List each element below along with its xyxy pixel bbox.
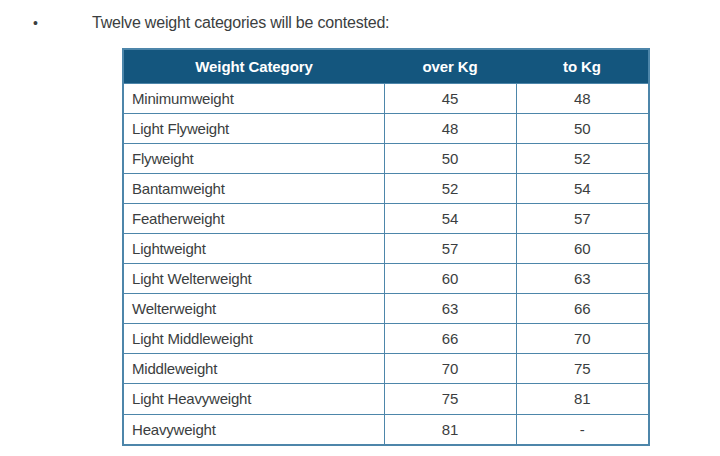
- column-header-to-kg: to Kg: [516, 49, 649, 83]
- cell-over-kg: 60: [384, 264, 516, 294]
- table-row: Minimumweight4548: [123, 83, 649, 113]
- table-row: Flyweight5052: [123, 143, 649, 173]
- cell-category: Middleweight: [123, 354, 384, 384]
- table-row: Light Welterweight6063: [123, 264, 649, 294]
- cell-over-kg: 52: [384, 173, 516, 203]
- intro-line: • Twelve weight categories will be conte…: [0, 14, 720, 34]
- column-header-weight-category: Weight Category: [123, 49, 384, 83]
- cell-over-kg: 48: [384, 113, 516, 143]
- cell-category: Flyweight: [123, 143, 384, 173]
- cell-to-kg: 54: [516, 173, 649, 203]
- table-row: Bantamweight5254: [123, 173, 649, 203]
- intro-text: Twelve weight categories will be contest…: [92, 14, 389, 32]
- table-header: Weight Categoryover Kgto Kg: [123, 49, 649, 83]
- cell-to-kg: 70: [516, 324, 649, 354]
- cell-to-kg: 52: [516, 143, 649, 173]
- cell-over-kg: 45: [384, 83, 516, 113]
- cell-to-kg: 60: [516, 233, 649, 263]
- weight-categories-table: Weight Categoryover Kgto Kg Minimumweigh…: [122, 48, 650, 446]
- cell-category: Bantamweight: [123, 173, 384, 203]
- cell-to-kg: 66: [516, 294, 649, 324]
- table-row: Light Middleweight6670: [123, 324, 649, 354]
- cell-over-kg: 54: [384, 203, 516, 233]
- cell-to-kg: 75: [516, 354, 649, 384]
- cell-over-kg: 63: [384, 294, 516, 324]
- table-row: Welterweight6366: [123, 294, 649, 324]
- column-header-over-kg: over Kg: [384, 49, 516, 83]
- cell-category: Heavyweight: [123, 414, 384, 445]
- table-row: Light Heavyweight7581: [123, 384, 649, 414]
- cell-over-kg: 66: [384, 324, 516, 354]
- cell-category: Light Middleweight: [123, 324, 384, 354]
- cell-over-kg: 57: [384, 233, 516, 263]
- table-row: Light Flyweight4850: [123, 113, 649, 143]
- cell-to-kg: 63: [516, 264, 649, 294]
- cell-to-kg: 57: [516, 203, 649, 233]
- cell-to-kg: 50: [516, 113, 649, 143]
- cell-to-kg: -: [516, 414, 649, 445]
- cell-over-kg: 81: [384, 414, 516, 445]
- table-row: Featherweight5457: [123, 203, 649, 233]
- table-row: Heavyweight81-: [123, 414, 649, 445]
- cell-category: Minimumweight: [123, 83, 384, 113]
- cell-category: Lightweight: [123, 233, 384, 263]
- table-header-row: Weight Categoryover Kgto Kg: [123, 49, 649, 83]
- cell-to-kg: 48: [516, 83, 649, 113]
- cell-over-kg: 50: [384, 143, 516, 173]
- cell-over-kg: 70: [384, 354, 516, 384]
- table-row: Lightweight5760: [123, 233, 649, 263]
- cell-category: Featherweight: [123, 203, 384, 233]
- cell-category: Light Flyweight: [123, 113, 384, 143]
- bullet-icon: •: [33, 15, 38, 31]
- table-body: Minimumweight4548Light Flyweight4850Flyw…: [123, 83, 649, 445]
- table-row: Middleweight7075: [123, 354, 649, 384]
- cell-over-kg: 75: [384, 384, 516, 414]
- cell-to-kg: 81: [516, 384, 649, 414]
- cell-category: Light Heavyweight: [123, 384, 384, 414]
- cell-category: Light Welterweight: [123, 264, 384, 294]
- cell-category: Welterweight: [123, 294, 384, 324]
